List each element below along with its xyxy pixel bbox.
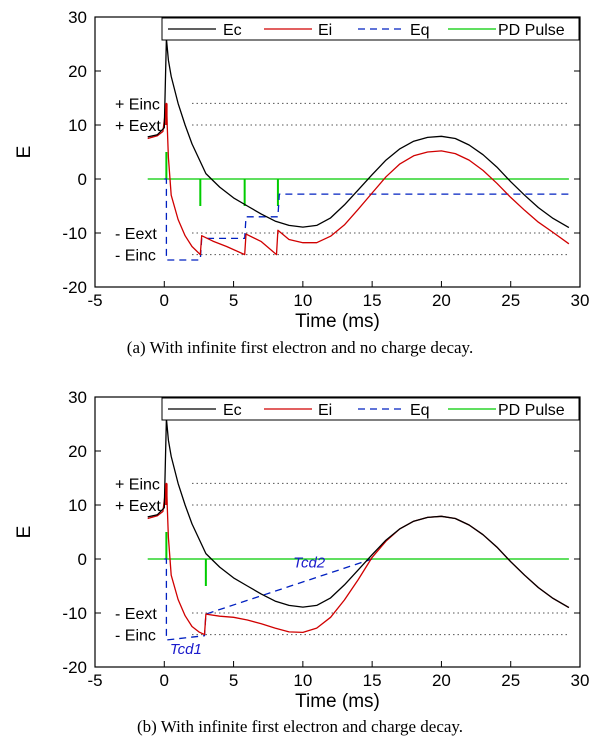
plot-frame-b [94,396,581,668]
reference-line-label: + Eext [115,118,161,135]
reference-line-label: - Eext [115,606,157,623]
x-tick-label: 30 [571,671,590,690]
x-tick-label: 10 [293,291,312,310]
series-line-ec [147,417,570,609]
chart-panel-b: -5 0 5 10 15 20 25 30 -20 -10 0 10 20 30 Ec Ei Eq PD Pul… [14,388,589,736]
chart-panel-a: -5 0 5 10 15 20 25 30 -20 -10 0 10 20 30 Ec Ei Eq PD Pul… [14,8,589,357]
y-tick-label: 30 [68,388,87,407]
legend-a: Ec Ei Eq PD Pulse [161,17,580,41]
y-tick-label: -20 [62,658,87,677]
legend-entry-label: Ei [318,22,332,39]
reference-line-label: + Einc [115,476,160,493]
annotations-b: + Einc + Eext - Eext - Einc [115,476,161,644]
series-line-ei [147,102,570,256]
legend-b: Ec Ei Eq PD Pulse [161,397,580,421]
y-tick-label: 30 [68,8,87,27]
y-tick-label: 0 [78,170,87,189]
tcd2-annotation: Tcd2 [293,555,326,572]
y-tick-label: -10 [62,224,87,243]
axis-ticks-a: -5 0 5 10 15 20 25 30 -20 -10 0 10 20 30 [62,8,589,310]
series-line-eq [164,558,373,641]
x-tick-label: 0 [160,671,169,690]
series-group-a [147,37,570,261]
x-tick-label: 25 [501,671,520,690]
x-tick-label: 5 [229,671,238,690]
y-tick-label: 10 [68,116,87,135]
y-axis-label-a: E [14,146,35,159]
x-tick-label: 10 [293,671,312,690]
reference-line-label: - Einc [115,628,156,645]
plot-frame-a [94,16,581,288]
legend-entry-label: Ec [223,22,242,39]
x-tick-label: 30 [571,291,590,310]
reference-line-label: + Eext [115,498,161,515]
legend-entry-label: Ei [318,402,332,419]
y-tick-label: 20 [68,62,87,81]
reference-line-label: - Einc [115,248,156,265]
series-group-b [147,417,570,641]
y-axis-label-b: E [14,526,35,539]
tcd1-annotation: Tcd1 [170,641,202,658]
legend-entry-label: Eq [410,22,430,39]
legend-entry-label: Eq [410,402,430,419]
legend-entry-label: PD Pulse [498,22,565,39]
x-tick-label: 25 [501,291,520,310]
x-tick-label: 15 [363,671,382,690]
x-tick-label: 15 [363,291,382,310]
x-tick-label: 20 [432,291,451,310]
x-tick-label: 20 [432,671,451,690]
x-tick-label: 0 [160,291,169,310]
caption-b: (b) With infinite first electron and cha… [137,717,463,736]
annotations-a: + Einc + Eext - Eext - Einc [115,96,161,264]
reference-line-label: - Eext [115,226,157,243]
x-axis-label-b: Time (ms) [295,691,380,712]
x-tick-label: -5 [87,671,102,690]
x-tick-label: 5 [229,291,238,310]
reference-line-label: + Einc [115,96,160,113]
y-tick-label: -10 [62,604,87,623]
y-tick-label: 20 [68,442,87,461]
legend-entry-label: Ec [223,402,242,419]
y-tick-label: 0 [78,550,87,569]
legend-entry-label: PD Pulse [498,402,565,419]
series-line-eq [164,178,569,261]
y-tick-label: 10 [68,496,87,515]
y-tick-label: -20 [62,278,87,297]
x-tick-label: -5 [87,291,102,310]
series-line-ec [147,37,570,229]
axis-ticks-b: -5 0 5 10 15 20 25 30 -20 -10 0 10 20 30 [62,388,589,690]
x-axis-label-a: Time (ms) [295,311,380,332]
caption-a: (a) With infinite first electron and no … [127,338,473,357]
